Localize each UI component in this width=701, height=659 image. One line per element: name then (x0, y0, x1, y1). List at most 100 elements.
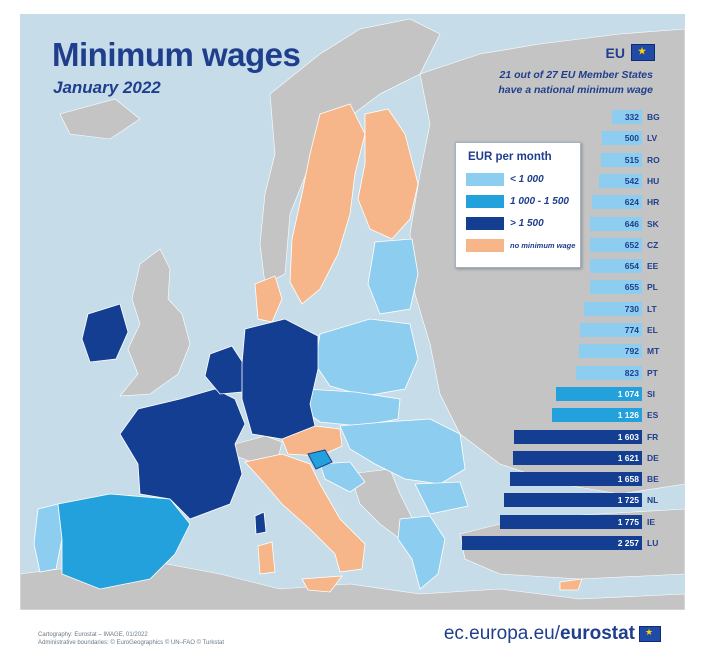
wage-bar-row-hu: 542 HU (598, 173, 659, 188)
member-states-note: 21 out of 27 EU Member States have a nat… (498, 68, 653, 98)
credits-line-1: Cartography: Eurostat – IMAGE, 01/2022 (38, 632, 148, 638)
country-bulgaria (414, 481, 469, 515)
legend-item-high: > 1 500 (466, 217, 544, 230)
country-germany (241, 318, 319, 440)
source-link[interactable]: ec.europa.eu/eurostat (444, 623, 661, 645)
note-line-1: 21 out of 27 EU Member States (499, 69, 653, 81)
wage-bar-pt: 823 (576, 365, 642, 380)
wage-value-mt: 792 (624, 346, 639, 357)
wage-bar-row-ro: 515 RO (600, 152, 660, 167)
wage-bar-row-ie: 1 775 IE (500, 514, 655, 529)
country-code-si: SI (646, 388, 656, 399)
eurostat-flag-icon (639, 626, 661, 642)
wage-value-lv: 500 (624, 133, 639, 144)
country-code-es: ES (646, 410, 659, 421)
wage-value-si: 1 074 (617, 388, 639, 399)
wage-bar-el: 774 (580, 323, 642, 337)
wage-value-lu: 2 257 (617, 538, 639, 548)
legend-item-mid: 1 000 - 1 500 (466, 195, 569, 208)
credits: Cartography: Eurostat – IMAGE, 01/2022 A… (38, 631, 224, 647)
wage-bar-cz: 652 (590, 237, 642, 252)
wage-bar-fr: 1 603 (514, 429, 642, 444)
country-code-sk: SK (646, 218, 659, 229)
wage-value-es: 1 126 (617, 410, 639, 421)
wage-bar-row-be: 1 658 BE (509, 472, 659, 487)
wage-bar-si: 1 074 (556, 386, 642, 401)
country-code-cz: CZ (646, 239, 659, 250)
wage-value-pl: 655 (624, 282, 639, 293)
wage-bar-row-nl: 1 725 NL (504, 493, 658, 508)
wage-value-hr: 624 (624, 197, 639, 208)
wage-value-be: 1 658 (617, 474, 639, 485)
country-code-de: DE (646, 452, 659, 463)
country-slovenia (307, 449, 333, 470)
wage-value-sk: 646 (624, 218, 639, 229)
country-code-pt: PT (646, 367, 658, 378)
country-denmark (254, 275, 283, 323)
wage-bar-row-sk: 646 SK (590, 216, 659, 231)
country-spain (57, 493, 191, 590)
country-cyprus (559, 578, 583, 591)
wage-bar-row-lu: 2 257 LU (462, 536, 658, 550)
wage-bar-be: 1 658 (509, 472, 642, 487)
wage-bar-pl: 655 (589, 280, 642, 295)
country-code-hr: HR (646, 197, 660, 208)
country-corsica (254, 511, 267, 535)
wage-value-de: 1 621 (617, 452, 639, 463)
legend-swatch-high (466, 217, 504, 230)
wage-bar-de: 1 621 (512, 450, 642, 465)
land-uk (119, 248, 191, 397)
legend-item-none: no minimum wage (466, 239, 575, 252)
country-code-be: BE (646, 474, 659, 485)
wage-bar-hu: 542 (598, 173, 642, 188)
wage-value-pt: 823 (624, 367, 639, 378)
wage-bar-nl: 1 725 (504, 493, 642, 508)
country-greece (397, 515, 446, 590)
wage-bar-row-de: 1 621 DE (512, 450, 659, 465)
wage-bar-row-cz: 652 CZ (590, 237, 658, 252)
wage-bar-row-si: 1 074 SI (556, 386, 655, 401)
wage-bar-row-ee: 654 EE (589, 259, 658, 274)
wage-bar-row-mt: 792 MT (578, 344, 659, 359)
wage-bar-lv: 500 (602, 131, 642, 146)
wage-bar-row-pl: 655 PL (589, 280, 658, 295)
wage-value-ee: 654 (624, 261, 639, 272)
credits-line-2: Administrative boundaries: © EuroGeograp… (38, 640, 225, 646)
legend-title: EUR per month (468, 151, 552, 163)
wage-bar-row-es: 1 126 ES (552, 408, 658, 423)
wage-value-bg: 332 (624, 112, 639, 122)
map-title: Minimum wages (52, 36, 301, 73)
country-code-pl: PL (646, 282, 658, 293)
map-subtitle: January 2022 (53, 78, 161, 97)
country-sweden-finland (289, 103, 419, 305)
source-brand: eurostat (560, 623, 635, 644)
legend-label-none: no minimum wage (510, 241, 576, 250)
wage-bar-row-bg: 332 BG (612, 110, 660, 124)
wage-bar-lu: 2 257 (462, 536, 642, 550)
country-code-lu: LU (647, 538, 659, 548)
wage-bar-row-fr: 1 603 FR (514, 429, 658, 444)
wage-value-nl: 1 725 (617, 495, 639, 506)
note-line-2: have a national minimum wage (498, 84, 653, 96)
wage-value-lt: 730 (624, 303, 639, 314)
wage-bar-es: 1 126 (552, 408, 642, 423)
legend-swatch-low (466, 173, 504, 186)
country-code-fr: FR (646, 431, 659, 442)
eu-label: EU (606, 44, 655, 61)
wage-bar-bg: 332 (612, 110, 642, 124)
wage-bar-row-el: 774 EL (580, 323, 658, 337)
wage-value-el: 774 (624, 325, 639, 335)
country-code-ro: RO (646, 154, 660, 165)
wage-bar-hr: 624 (592, 195, 642, 210)
country-poland (314, 318, 419, 397)
wage-value-cz: 652 (624, 239, 639, 250)
country-code-nl: NL (646, 495, 659, 506)
wage-value-ie: 1 775 (617, 516, 639, 527)
eu-flag-icon (631, 44, 655, 61)
wage-bar-ie: 1 775 (500, 514, 642, 529)
wage-bar-row-pt: 823 PT (576, 365, 658, 380)
wage-bar-ro: 515 (600, 152, 642, 167)
legend-item-low: < 1 000 (466, 173, 544, 186)
country-code-el: EL (646, 325, 658, 335)
wage-bar-row-hr: 624 HR (592, 195, 659, 210)
